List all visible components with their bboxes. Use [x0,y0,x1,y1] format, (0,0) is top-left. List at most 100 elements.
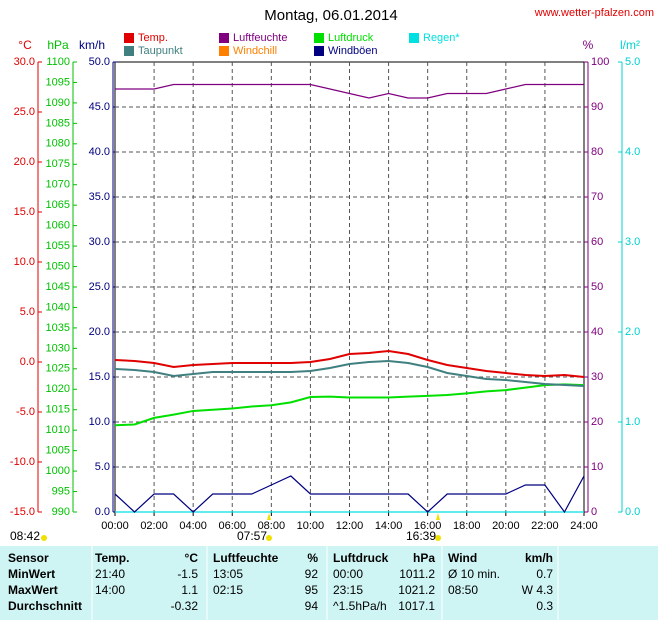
y-tick-label: 0 [591,506,597,518]
table-cell: ^1.5hPa/h [333,599,387,613]
y-tick-label: 30.0 [89,236,110,248]
sun-label: 07:57 [237,529,267,543]
y-tick-label: 70 [591,191,603,203]
sun-icon [266,535,272,541]
table-cell: MaxWert [8,583,58,597]
series-line [115,83,584,99]
y-tick-label: 4.0 [625,146,640,158]
y-tick-label: 50.0 [89,56,110,68]
table-cell: -0.32 [171,599,199,613]
table-cell: Durchschnitt [8,599,82,613]
table-cell: Ø 10 min. [448,567,500,581]
table-cell: 94 [305,599,319,613]
legend-label: Windböen [328,45,378,57]
y-tick-label: 1085 [46,117,70,129]
y-tick-label: 1015 [46,404,70,416]
table-cell: 14:00 [95,583,125,597]
y-tick-label: 5.0 [95,461,110,473]
y-tick-label: 15.0 [14,206,35,218]
x-tick-label: 04:00 [179,520,207,532]
axis-unit: hPa [47,38,69,52]
y-tick-label: 1045 [46,281,70,293]
legend-swatch [219,33,229,43]
legend-swatch [314,46,324,56]
y-tick-label: 1010 [46,424,70,436]
table-bg [0,546,658,620]
y-tick-label: 1055 [46,240,70,252]
y-tick-label: 35.0 [89,191,110,203]
table-cell: 0.3 [536,599,553,613]
y-tick-label: 1075 [46,158,70,170]
legend-swatch [409,33,419,43]
y-tick-label: 1025 [46,363,70,375]
series-line [114,359,585,387]
y-tick-label: 45.0 [89,101,110,113]
table-cell: 95 [305,583,319,597]
x-tick-label: 20:00 [492,520,520,532]
y-tick-label: 5.0 [625,56,640,68]
y-tick-label: 1090 [46,97,70,109]
y-tick-label: 1100 [46,56,70,68]
sun-icon [41,535,47,541]
series-line [114,383,585,427]
y-tick-label: 3.0 [625,236,640,248]
x-tick-label: 00:00 [101,520,129,532]
legend-label: Temp. [138,32,168,44]
table-header: hPa [413,551,435,565]
table-cell: 02:15 [213,583,243,597]
x-tick-label: 16:00 [414,520,442,532]
table-header: Luftdruck [333,551,389,565]
table-cell: 1011.2 [399,567,435,581]
sun-marker [267,513,271,520]
series-line [114,349,585,378]
sunrise-label: 08:42 [10,529,40,543]
y-tick-label: 2.0 [625,326,640,338]
y-tick-label: 15.0 [89,371,110,383]
table-cell: 00:00 [333,567,363,581]
y-tick-label: 1065 [46,199,70,211]
y-tick-label: 30 [591,371,603,383]
table-cell: 0.7 [536,567,553,581]
y-tick-label: 30.0 [14,56,35,68]
table-header: Temp. [95,551,129,565]
x-tick-label: 06:00 [218,520,246,532]
table-cell: -1.5 [177,567,198,581]
sun-markers: 08:42 07:57 16:39 [10,513,441,543]
y-tick-label: 1070 [46,179,70,191]
table-cell: 1.1 [181,583,198,597]
y-tick-label: 0.0 [95,506,110,518]
table-cell: 08:50 [448,583,478,597]
sun-marker [436,513,440,520]
chart-title: Montag, 06.01.2014 [264,7,397,24]
y-tick-label: 990 [52,506,70,518]
legend-label: Windchill [233,45,277,57]
table-header: Luftfeuchte [213,551,279,565]
legend-label: Regen* [423,32,460,44]
table-cell: 23:15 [333,583,363,597]
stats-table: Sensor Temp. °C Luftfeuchte% Luftdruck hPa Win… [0,546,658,620]
y-tick-label: -5.0 [16,406,35,418]
y-tick-label: 10.0 [14,256,35,268]
axis-unit: l/m² [620,38,640,52]
legend-label: Taupunkt [138,45,183,57]
x-tick-label: 02:00 [140,520,168,532]
table-cell: 13:05 [213,567,243,581]
y-tick-label: 90 [591,101,603,113]
table-cell: MinWert [8,567,55,581]
axis-unit: km/h [79,38,105,52]
table-cell: W 4.3 [522,583,554,597]
y-tick-label: 10.0 [89,416,110,428]
y-tick-label: -10.0 [10,456,35,468]
table-header: Wind [448,551,477,565]
sun-icon [435,535,441,541]
y-tick-label: 1040 [46,301,70,313]
y-tick-label: 5.0 [20,306,35,318]
y-tick-label: 1.0 [625,416,640,428]
sun-label: 16:39 [406,529,436,543]
y-tick-label: 1050 [46,260,70,272]
table-cell: 21:40 [95,567,125,581]
table-header: km/h [525,551,553,565]
y-tick-label: 1035 [46,322,70,334]
table-header: % [307,551,318,565]
